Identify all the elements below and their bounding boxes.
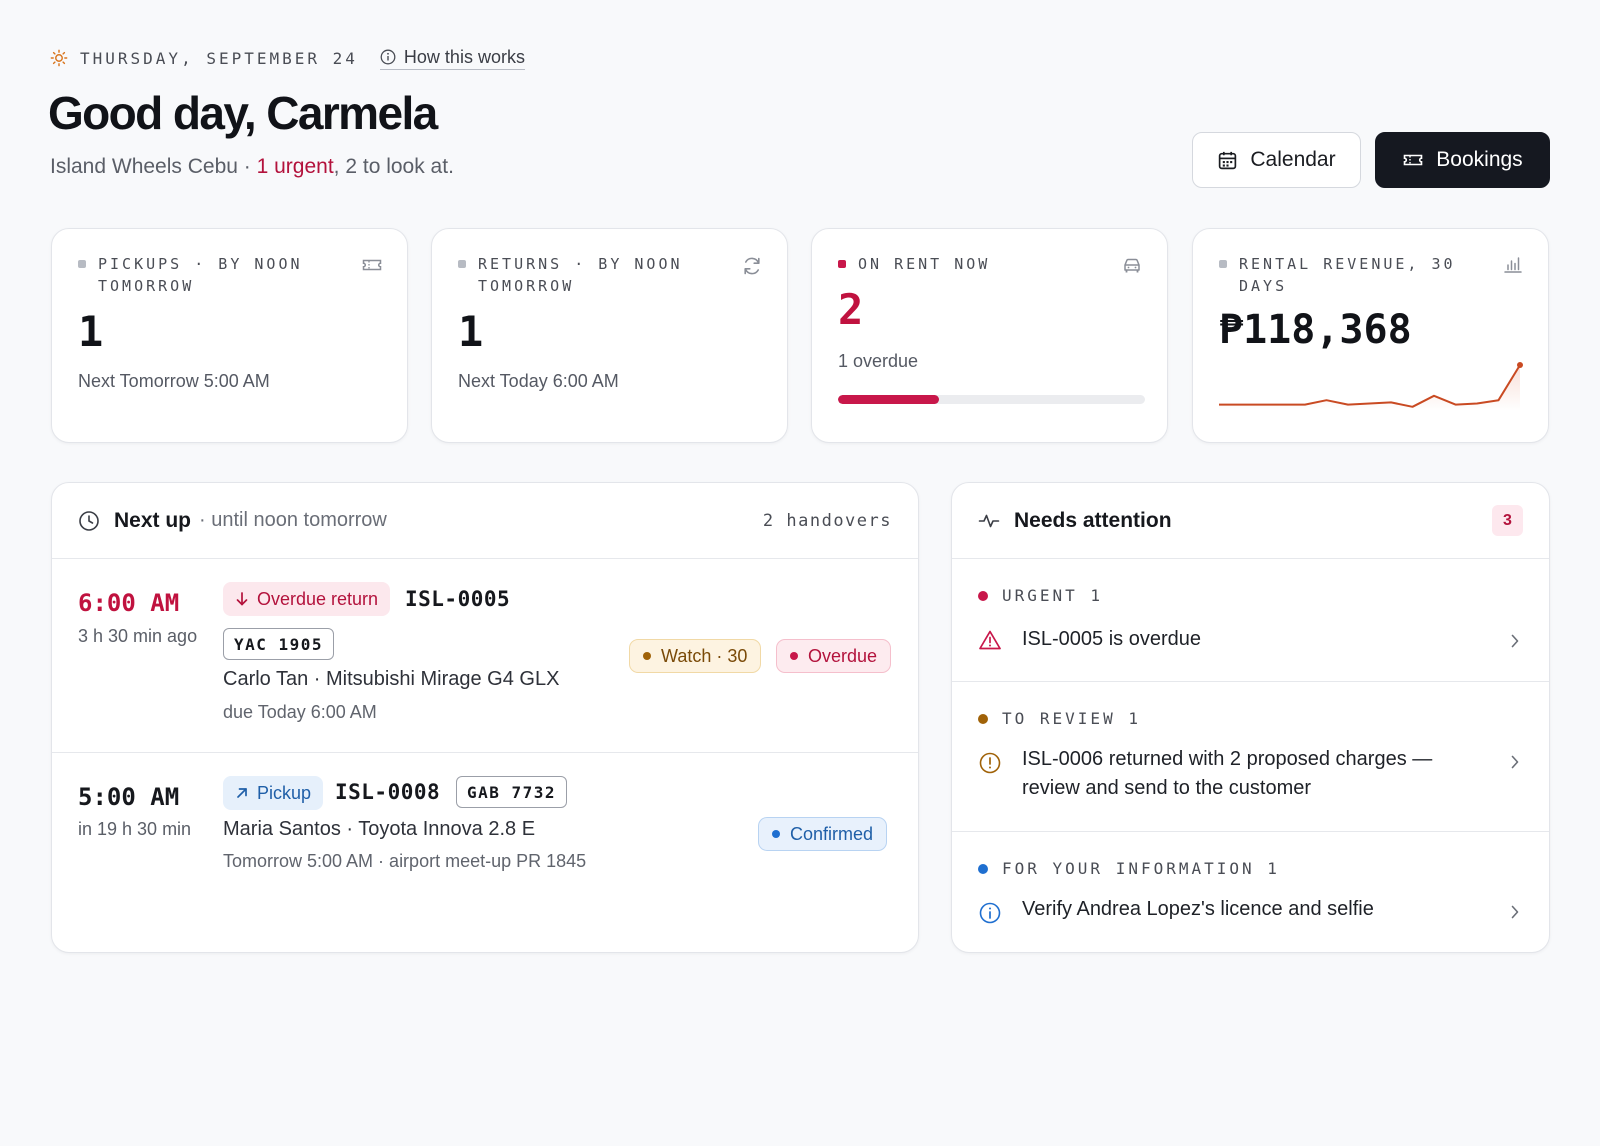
sparkline-line: [1219, 364, 1521, 408]
sparkline-area: [1219, 365, 1520, 411]
ticket-icon: [1403, 154, 1423, 166]
returns-value: 1: [458, 307, 484, 356]
customer-vehicle: Maria Santos · Toyota Innova 2.8 E: [223, 818, 536, 840]
handover-relative-time: 3 h 30 min ago: [78, 626, 198, 646]
business-name: Island Wheels Cebu: [50, 155, 238, 178]
attention-item-urgent[interactable]: URGENT 1 ISL-0005 is overdue: [952, 559, 1549, 682]
sun-icon: [50, 49, 68, 67]
on-rent-progress-fill: [838, 395, 940, 404]
attention-count-badge: 3: [1492, 505, 1523, 536]
handover-due: due Today 6:00 AM: [223, 702, 377, 722]
calendar-button-label: Calendar: [1250, 148, 1336, 171]
alert-circle-icon: [979, 752, 1001, 774]
next-up-title: Next up: [114, 508, 192, 532]
sparkline-end-point: [1517, 362, 1523, 368]
next-up-range: · until noon tomorrow: [199, 509, 387, 531]
confirmed-pill: Confirmed: [758, 817, 888, 851]
urgent-group-label: URGENT 1: [978, 586, 1103, 605]
warning-icon: [979, 630, 1001, 650]
next-up-header: Next up · until noon tomorrow 2 handover…: [52, 483, 918, 559]
pickups-value: 1: [78, 307, 104, 356]
revenue-value: ₱118,368: [1219, 307, 1412, 353]
handover-time: 6:00 AM: [78, 589, 180, 617]
handover-details: Tomorrow 5:00 AM · airport meet-up PR 18…: [223, 851, 587, 871]
info-icon: [380, 49, 396, 65]
handover-row[interactable]: 6:00 AM 3 h 30 min ago Overdue return IS…: [52, 559, 918, 753]
attention-item-review[interactable]: TO REVIEW 1 ISL-0006 returned with 2 pro…: [952, 682, 1549, 832]
chevron-right-icon[interactable]: [1509, 904, 1521, 920]
arrow-down-icon: [236, 592, 248, 606]
bar-chart-icon: [1504, 257, 1522, 273]
chevron-right-icon[interactable]: [1509, 754, 1521, 770]
pickups-next: Next Tomorrow 5:00 AM: [78, 371, 270, 391]
summary-rest: , 2 to look at.: [333, 155, 454, 178]
ticket-icon: [362, 259, 382, 271]
revenue-label: RENTAL REVENUE, 30 DAYS: [1219, 253, 1469, 297]
handover-time: 5:00 AM: [78, 783, 180, 811]
returns-next: Next Today 6:00 AM: [458, 371, 619, 391]
arrow-up-right-icon: [237, 788, 247, 798]
car-icon: [1124, 258, 1140, 273]
returns-label: RETURNS · BY NOON TOMORROW: [458, 253, 708, 297]
handover-row[interactable]: 5:00 AM in 19 h 30 min Pickup ISL-0008 G…: [52, 753, 918, 893]
chevron-right-icon[interactable]: [1509, 633, 1521, 649]
page-title: Good day, Carmela: [48, 87, 438, 139]
watch-pill: Watch · 30: [629, 639, 762, 673]
license-plate: YAC 1905: [223, 628, 335, 660]
overdue-return-tag: Overdue return: [223, 582, 391, 616]
attention-item-info[interactable]: FOR YOUR INFORMATION 1 Verify Andrea Lop…: [952, 832, 1549, 952]
urgent-count: 1 urgent: [256, 155, 334, 178]
current-date: THURSDAY, SEPTEMBER 24: [80, 48, 358, 68]
how-this-works-label: How this works: [403, 46, 525, 67]
overdue-pill: Overdue: [776, 639, 892, 673]
refresh-icon: [744, 257, 760, 275]
pickups-card[interactable]: PICKUPS · BY NOON TOMORROW 1 Next Tomorr…: [51, 228, 408, 443]
revenue-sparkline: [1219, 362, 1523, 411]
on-rent-label: ON RENT NOW: [838, 253, 1088, 275]
info-icon: [979, 902, 1001, 924]
attention-text: ISL-0006 returned with 2 proposed charge…: [1022, 748, 1433, 799]
on-rent-overdue: 1 overdue: [838, 351, 919, 371]
booking-ref[interactable]: ISL-0008: [335, 780, 441, 804]
pickups-label: PICKUPS · BY NOON TOMORROW: [78, 253, 328, 297]
needs-attention-title: Needs attention: [1014, 508, 1172, 532]
license-plate: GAB 7732: [456, 776, 568, 808]
returns-card[interactable]: RETURNS · BY NOON TOMORROW 1 Next Today …: [431, 228, 788, 443]
needs-attention-panel: Needs attention 3 URGENT 1 ISL-0005 is o…: [951, 482, 1550, 953]
calendar-icon: [1219, 151, 1237, 169]
on-rent-progress: [838, 395, 1145, 404]
on-rent-card[interactable]: ON RENT NOW 2 1 overdue: [811, 228, 1168, 443]
pickup-tag: Pickup: [223, 776, 324, 810]
summary-line: Island Wheels Cebu · 1 urgent, 2 to look…: [50, 155, 454, 178]
clock-icon: [79, 510, 99, 531]
bookings-button-label: Bookings: [1436, 148, 1523, 171]
date-line: THURSDAY, SEPTEMBER 24 How this works: [50, 46, 525, 70]
info-group-label: FOR YOUR INFORMATION 1: [978, 859, 1280, 878]
handover-count: 2 handovers: [762, 510, 892, 531]
how-this-works-link[interactable]: How this works: [379, 46, 525, 70]
handover-relative-time: in 19 h 30 min: [78, 819, 192, 839]
review-group-label: TO REVIEW 1: [978, 709, 1141, 728]
activity-icon: [978, 514, 1000, 527]
calendar-button[interactable]: Calendar: [1192, 132, 1361, 188]
needs-attention-header: Needs attention 3: [952, 483, 1549, 559]
on-rent-value: 2: [838, 285, 864, 334]
booking-ref[interactable]: ISL-0005: [405, 587, 511, 611]
next-up-panel: Next up · until noon tomorrow 2 handover…: [51, 482, 919, 953]
attention-text: Verify Andrea Lopez's licence and selfie: [1022, 898, 1374, 920]
revenue-card[interactable]: RENTAL REVENUE, 30 DAYS ₱118,368: [1192, 228, 1549, 443]
bookings-button[interactable]: Bookings: [1375, 132, 1550, 188]
attention-text: ISL-0005 is overdue: [1022, 628, 1202, 650]
customer-vehicle: Carlo Tan · Mitsubishi Mirage G4 GLX: [223, 668, 560, 690]
